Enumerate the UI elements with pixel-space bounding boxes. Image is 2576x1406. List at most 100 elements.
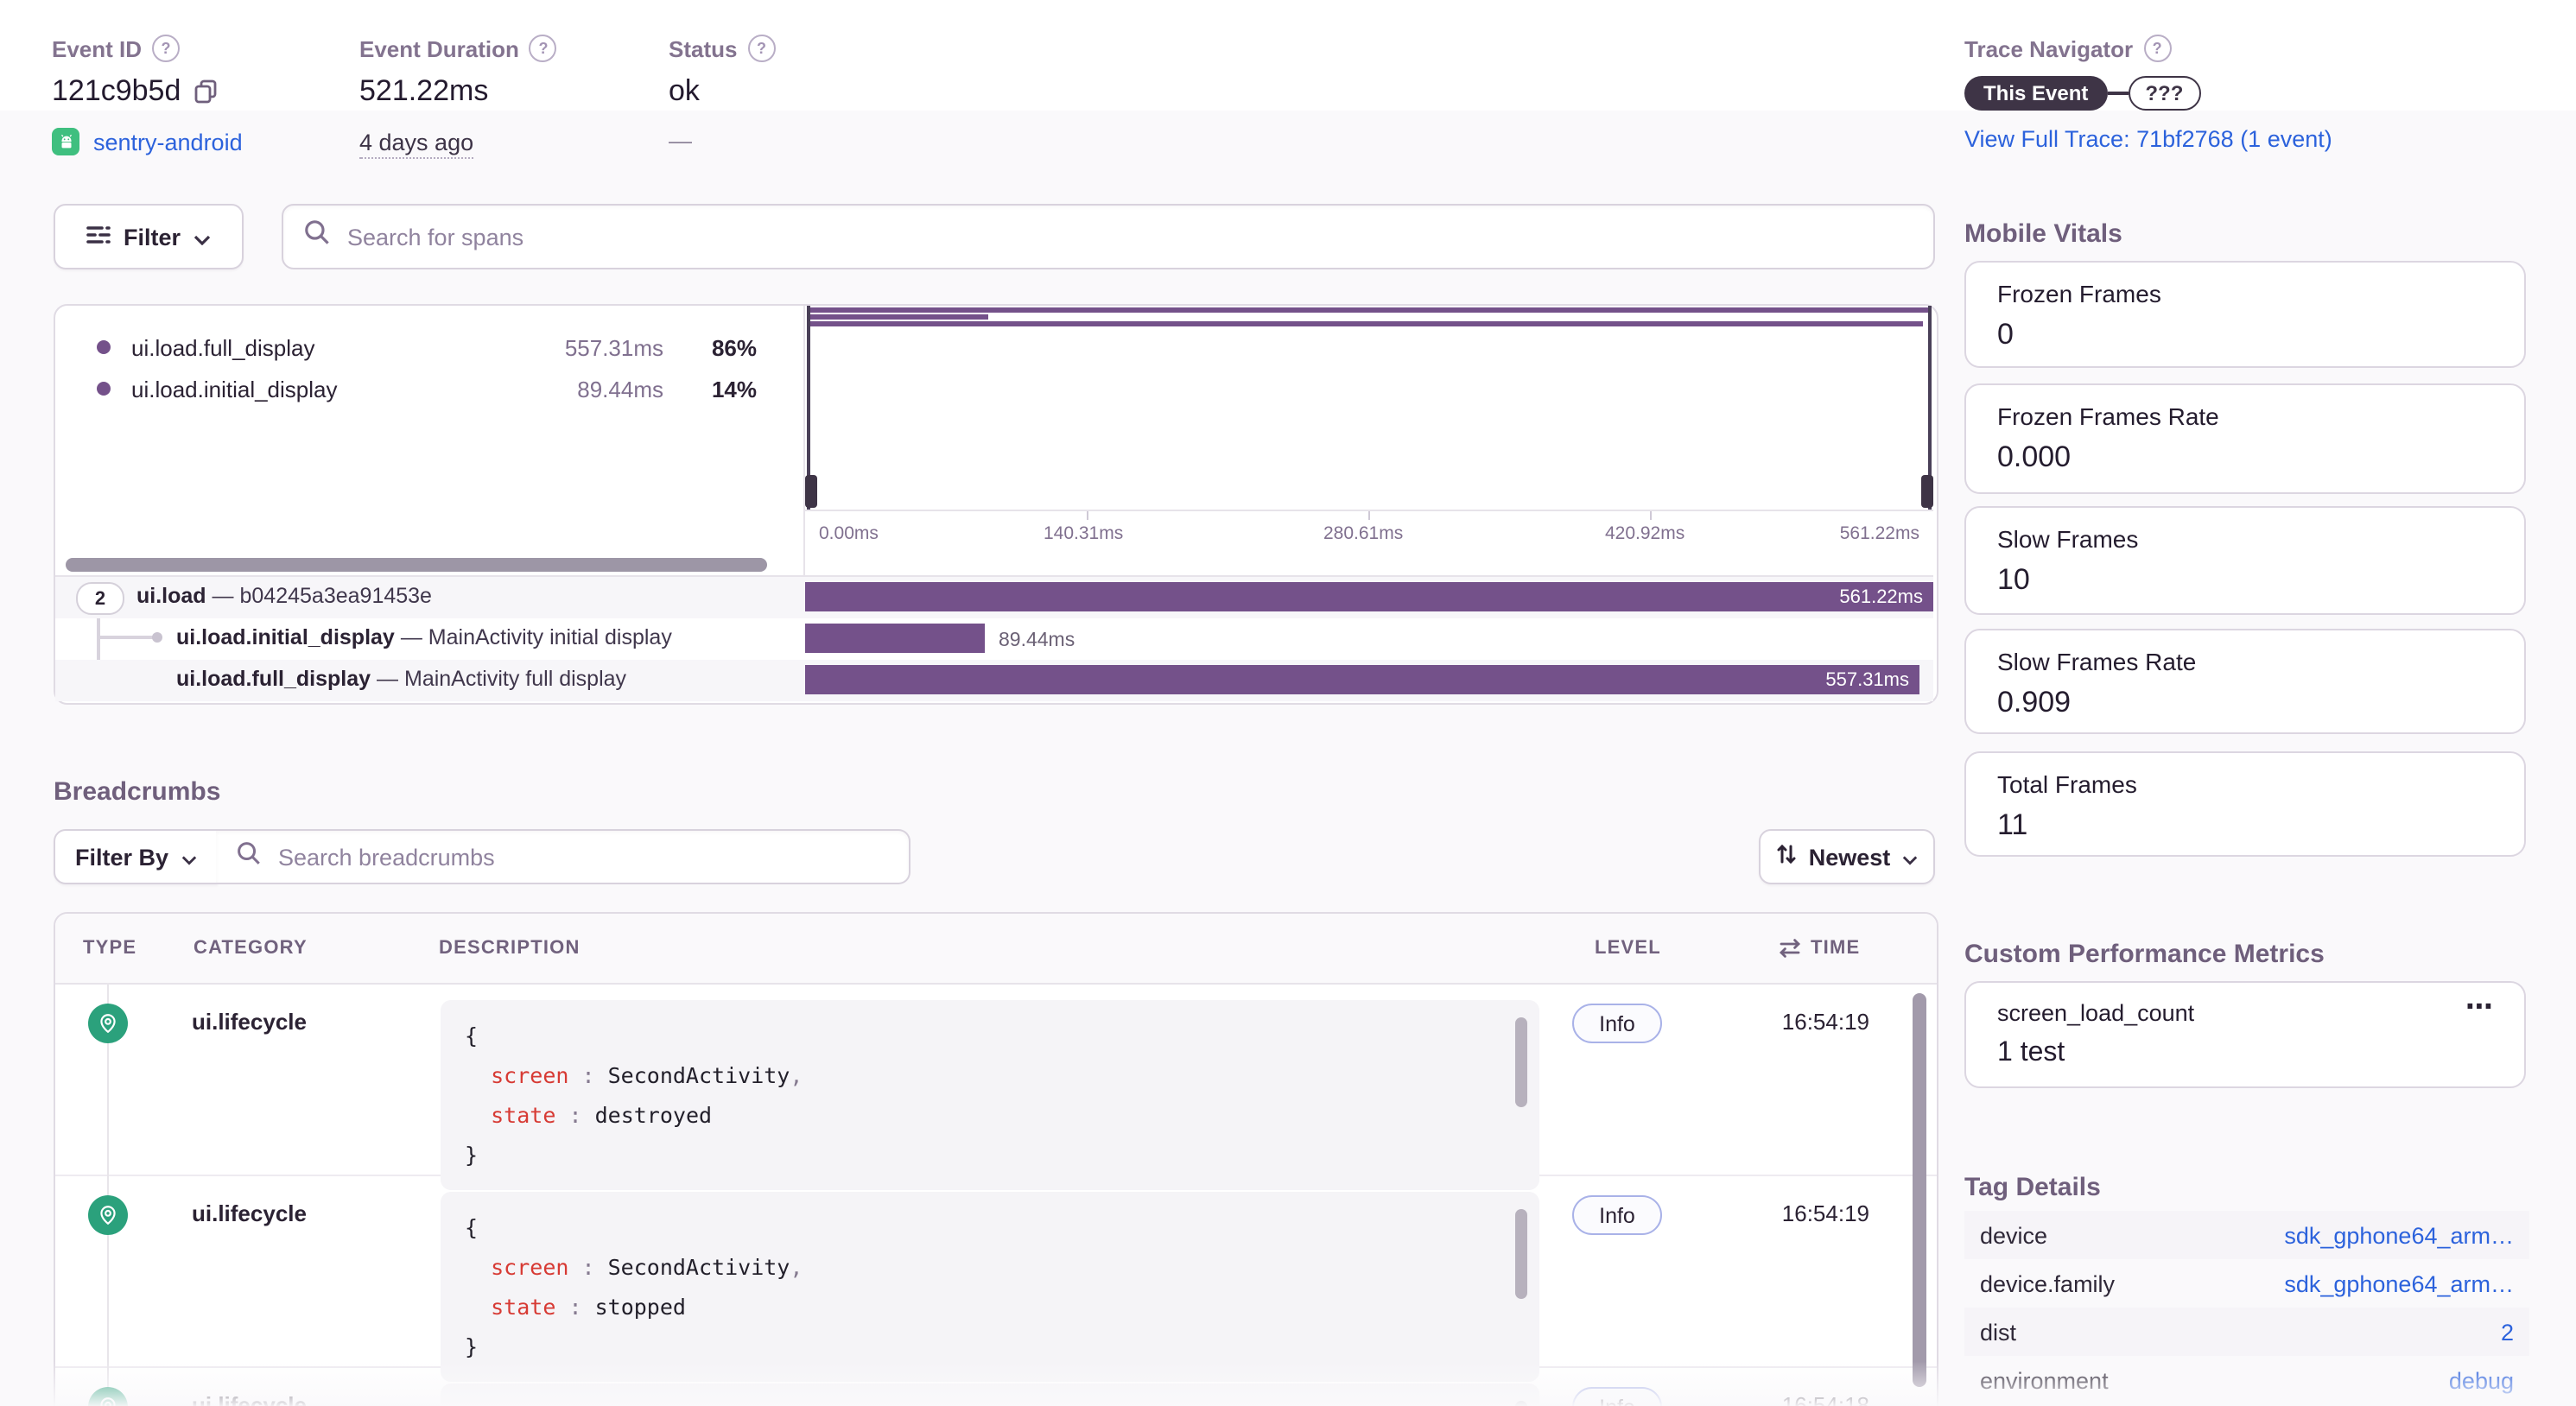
event-duration-value: 521.22ms [359,74,489,107]
span-op-name: ui.load.full_display [131,334,315,360]
vital-card[interactable]: Total Frames 11 [1964,751,2526,857]
event-duration-label: Event Duration [359,35,519,61]
span-legend-row[interactable]: ui.load.initial_display 89.44ms 14% [55,368,805,409]
next-event-pill[interactable]: ??? [2128,76,2201,111]
this-event-pill[interactable]: This Event [1964,76,2108,111]
breadcrumb-row[interactable]: ui.lifecycle { screen : SecondActivity, … [55,983,1937,1190]
breadcrumb-json[interactable]: { screen : SecondActivity, state : stopp… [441,1192,1539,1382]
tag-value-link[interactable]: 2 [2500,1319,2514,1345]
breadcrumb-json[interactable]: { screen : SecondActivity, state : destr… [441,1000,1539,1190]
chevron-down-icon [181,844,196,870]
breadcrumb-row[interactable]: ui.lifecycle { Info 16:54:18 [55,1366,1937,1406]
span-color-dot [97,340,111,354]
vital-label: Slow Frames Rate [1997,648,2197,675]
event-duration-block: Event Duration ? 521.22ms [359,35,557,109]
col-description: DESCRIPTION [439,938,581,959]
search-icon [304,219,330,254]
code-scrollbar[interactable] [1515,1209,1527,1299]
panel-divider [803,306,805,575]
separator: — [212,584,234,608]
project-row: sentry-android [52,128,243,155]
timeline-axis: 0.00ms 140.31ms 280.61ms 420.92ms 561.22… [805,510,1933,577]
tag-row: dist 2 [1964,1308,2529,1356]
view-full-trace-link[interactable]: View Full Trace: 71bf2768 (1 event) [1964,126,2332,152]
span-op: ui.load.full_display [176,667,371,691]
filter-button-label: Filter [123,224,181,250]
tree-connector [97,636,155,639]
help-icon[interactable]: ? [747,35,776,62]
separator: — [400,625,422,649]
minimap-right-grip[interactable] [1921,475,1933,508]
minimap-left-handle[interactable] [807,306,810,510]
vital-value: 10 [1997,563,2030,596]
col-time[interactable]: TIME [1811,938,1861,959]
minimap-left-grip[interactable] [805,475,817,508]
event-id-label: Event ID [52,35,143,61]
tag-value-link[interactable]: debug [2448,1367,2514,1393]
help-icon[interactable]: ? [529,35,557,62]
code-scrollbar[interactable] [1515,1401,1527,1406]
help-icon[interactable]: ? [2143,35,2172,62]
tick-mark [1087,511,1088,520]
breadcrumb-category: ui.lifecycle [192,1009,307,1035]
filter-by-label: Filter By [74,844,168,870]
span-children-count[interactable]: 2 [76,582,124,615]
span-tree-row[interactable]: ui.load.initial_display — MainActivity i… [55,618,1933,660]
copy-icon[interactable] [193,79,217,104]
android-project-icon [52,128,79,155]
metric-name: screen_load_count [1997,1000,2195,1026]
tag-value-link[interactable]: sdk_gphone64_arm… [2284,1270,2514,1296]
col-category: CATEGORY [194,938,308,959]
sort-arrows-icon [1776,843,1797,871]
swap-sort-icon[interactable] [1778,936,1802,967]
help-icon[interactable]: ? [152,35,181,62]
vital-card[interactable]: Slow Frames 10 [1964,506,2526,615]
span-filter-button[interactable]: Filter [54,204,244,269]
span-op: ui.load [136,584,206,608]
span-op-name: ui.load.initial_display [131,376,338,402]
breadcrumb-time: 16:54:18 [1781,1392,1869,1406]
span-bar[interactable]: 561.22ms [805,582,1933,611]
span-bar[interactable] [805,624,985,653]
vital-card[interactable]: Frozen Frames 0 [1964,261,2526,368]
table-vertical-scrollbar[interactable] [1913,993,1926,1387]
tag-row: environment debug [1964,1356,2529,1404]
brace: { [465,1214,479,1240]
breadcrumbs-filter-button[interactable]: Filter By [54,829,218,884]
vital-value: 0.909 [1997,686,2072,719]
status-block: Status ? ok [669,35,776,109]
code-scrollbar[interactable] [1515,1017,1527,1107]
span-tree-row[interactable]: 2 ui.load — b04245a3ea91453e 561.22ms [55,577,1933,618]
span-legend-row[interactable]: ui.load.full_display 557.31ms 86% [55,326,805,368]
span-percent: 86% [711,334,757,360]
breadcrumbs-search [216,829,910,884]
minimap-right-handle[interactable] [1928,306,1932,510]
tag-key: device.family [1980,1270,2116,1296]
project-link[interactable]: sentry-android [93,129,243,155]
tick-label: 561.22ms [1839,523,1919,544]
breadcrumbs-sort-button[interactable]: Newest [1759,829,1935,884]
ellipsis-menu-icon[interactable]: ⋯ [2465,993,2497,1023]
span-tree-row[interactable]: ui.load.full_display — MainActivity full… [55,660,1933,701]
legend-horizontal-scrollbar[interactable] [66,558,767,572]
span-minimap[interactable] [805,306,1933,510]
level-badge: Info [1572,1004,1662,1043]
breadcrumb-json[interactable]: { [441,1384,1539,1406]
span-bar[interactable]: 557.31ms [805,665,1919,694]
tag-value-link[interactable]: sdk_gphone64_arm… [2284,1222,2514,1248]
custom-metric-card[interactable]: screen_load_count ⋯ 1 test [1964,981,2526,1088]
span-description: MainActivity full display [404,667,627,691]
trace-connector [2107,92,2129,95]
span-search-input[interactable] [344,222,1913,251]
breadcrumb-row[interactable]: ui.lifecycle { screen : SecondActivity, … [55,1175,1937,1382]
trace-navigator-label: Trace Navigator [1964,35,2134,61]
sort-label: Newest [1808,844,1891,870]
breadcrumb-category: ui.lifecycle [192,1392,307,1406]
tick-label: 420.92ms [1605,523,1685,544]
vital-card[interactable]: Slow Frames Rate 0.909 [1964,629,2526,734]
search-icon [237,840,261,873]
brace: { [465,1023,479,1048]
event-age-text[interactable]: 4 days ago [359,130,474,159]
vital-card[interactable]: Frozen Frames Rate 0.000 [1964,383,2526,494]
breadcrumbs-search-input[interactable] [275,842,888,871]
